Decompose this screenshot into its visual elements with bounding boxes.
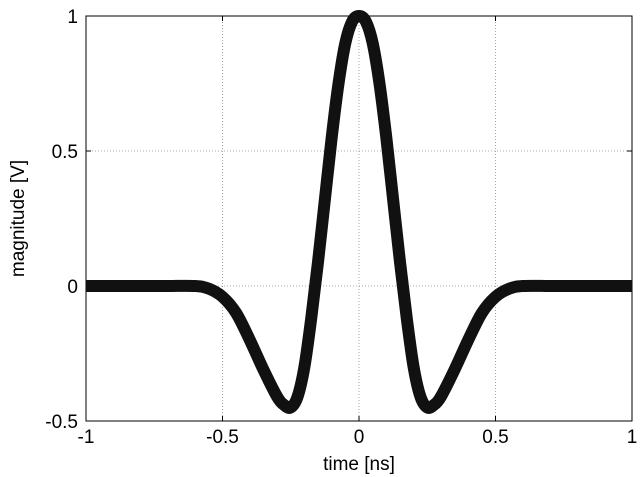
grid — [86, 16, 632, 421]
x-axis-label: time [ns] — [323, 454, 395, 475]
x-tick-label: -1 — [78, 427, 95, 448]
x-tick-label: 0 — [354, 427, 365, 448]
y-tick-label: 1 — [67, 7, 78, 28]
y-tick-label: 0 — [67, 277, 78, 298]
x-tick-label: -0.5 — [206, 427, 239, 448]
series-line — [85, 10, 632, 414]
x-tick-label: 1 — [627, 427, 638, 448]
y-tick-label: -0.5 — [45, 412, 78, 433]
series — [85, 10, 632, 414]
y-tick-label: 0.5 — [52, 142, 78, 163]
x-tick-label: 0.5 — [482, 427, 508, 448]
y-axis-label: magnitude [V] — [8, 160, 29, 277]
